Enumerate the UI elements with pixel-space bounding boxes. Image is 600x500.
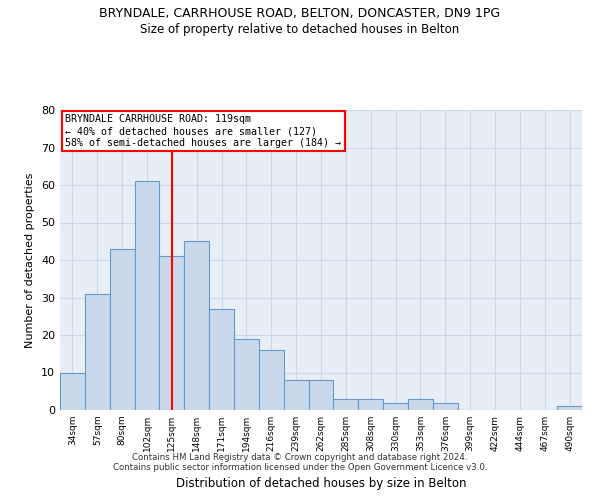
Text: BRYNDALE CARRHOUSE ROAD: 119sqm
← 40% of detached houses are smaller (127)
58% o: BRYNDALE CARRHOUSE ROAD: 119sqm ← 40% of… — [65, 114, 341, 148]
Bar — [110, 248, 134, 410]
Bar — [184, 242, 209, 410]
Bar — [134, 181, 160, 410]
Y-axis label: Number of detached properties: Number of detached properties — [25, 172, 35, 348]
Text: Size of property relative to detached houses in Belton: Size of property relative to detached ho… — [140, 22, 460, 36]
Bar — [383, 402, 408, 410]
Bar — [209, 308, 234, 410]
Bar — [308, 380, 334, 410]
Text: Distribution of detached houses by size in Belton: Distribution of detached houses by size … — [176, 477, 466, 490]
Bar — [433, 402, 458, 410]
Bar — [284, 380, 308, 410]
Bar — [234, 339, 259, 410]
Text: Contains HM Land Registry data © Crown copyright and database right 2024.: Contains HM Land Registry data © Crown c… — [132, 454, 468, 462]
Bar — [160, 256, 184, 410]
Bar — [557, 406, 582, 410]
Text: BRYNDALE, CARRHOUSE ROAD, BELTON, DONCASTER, DN9 1PG: BRYNDALE, CARRHOUSE ROAD, BELTON, DONCAS… — [100, 8, 500, 20]
Text: Contains public sector information licensed under the Open Government Licence v3: Contains public sector information licen… — [113, 464, 487, 472]
Bar — [408, 399, 433, 410]
Bar — [358, 399, 383, 410]
Bar — [60, 372, 85, 410]
Bar — [259, 350, 284, 410]
Bar — [85, 294, 110, 410]
Bar — [334, 399, 358, 410]
